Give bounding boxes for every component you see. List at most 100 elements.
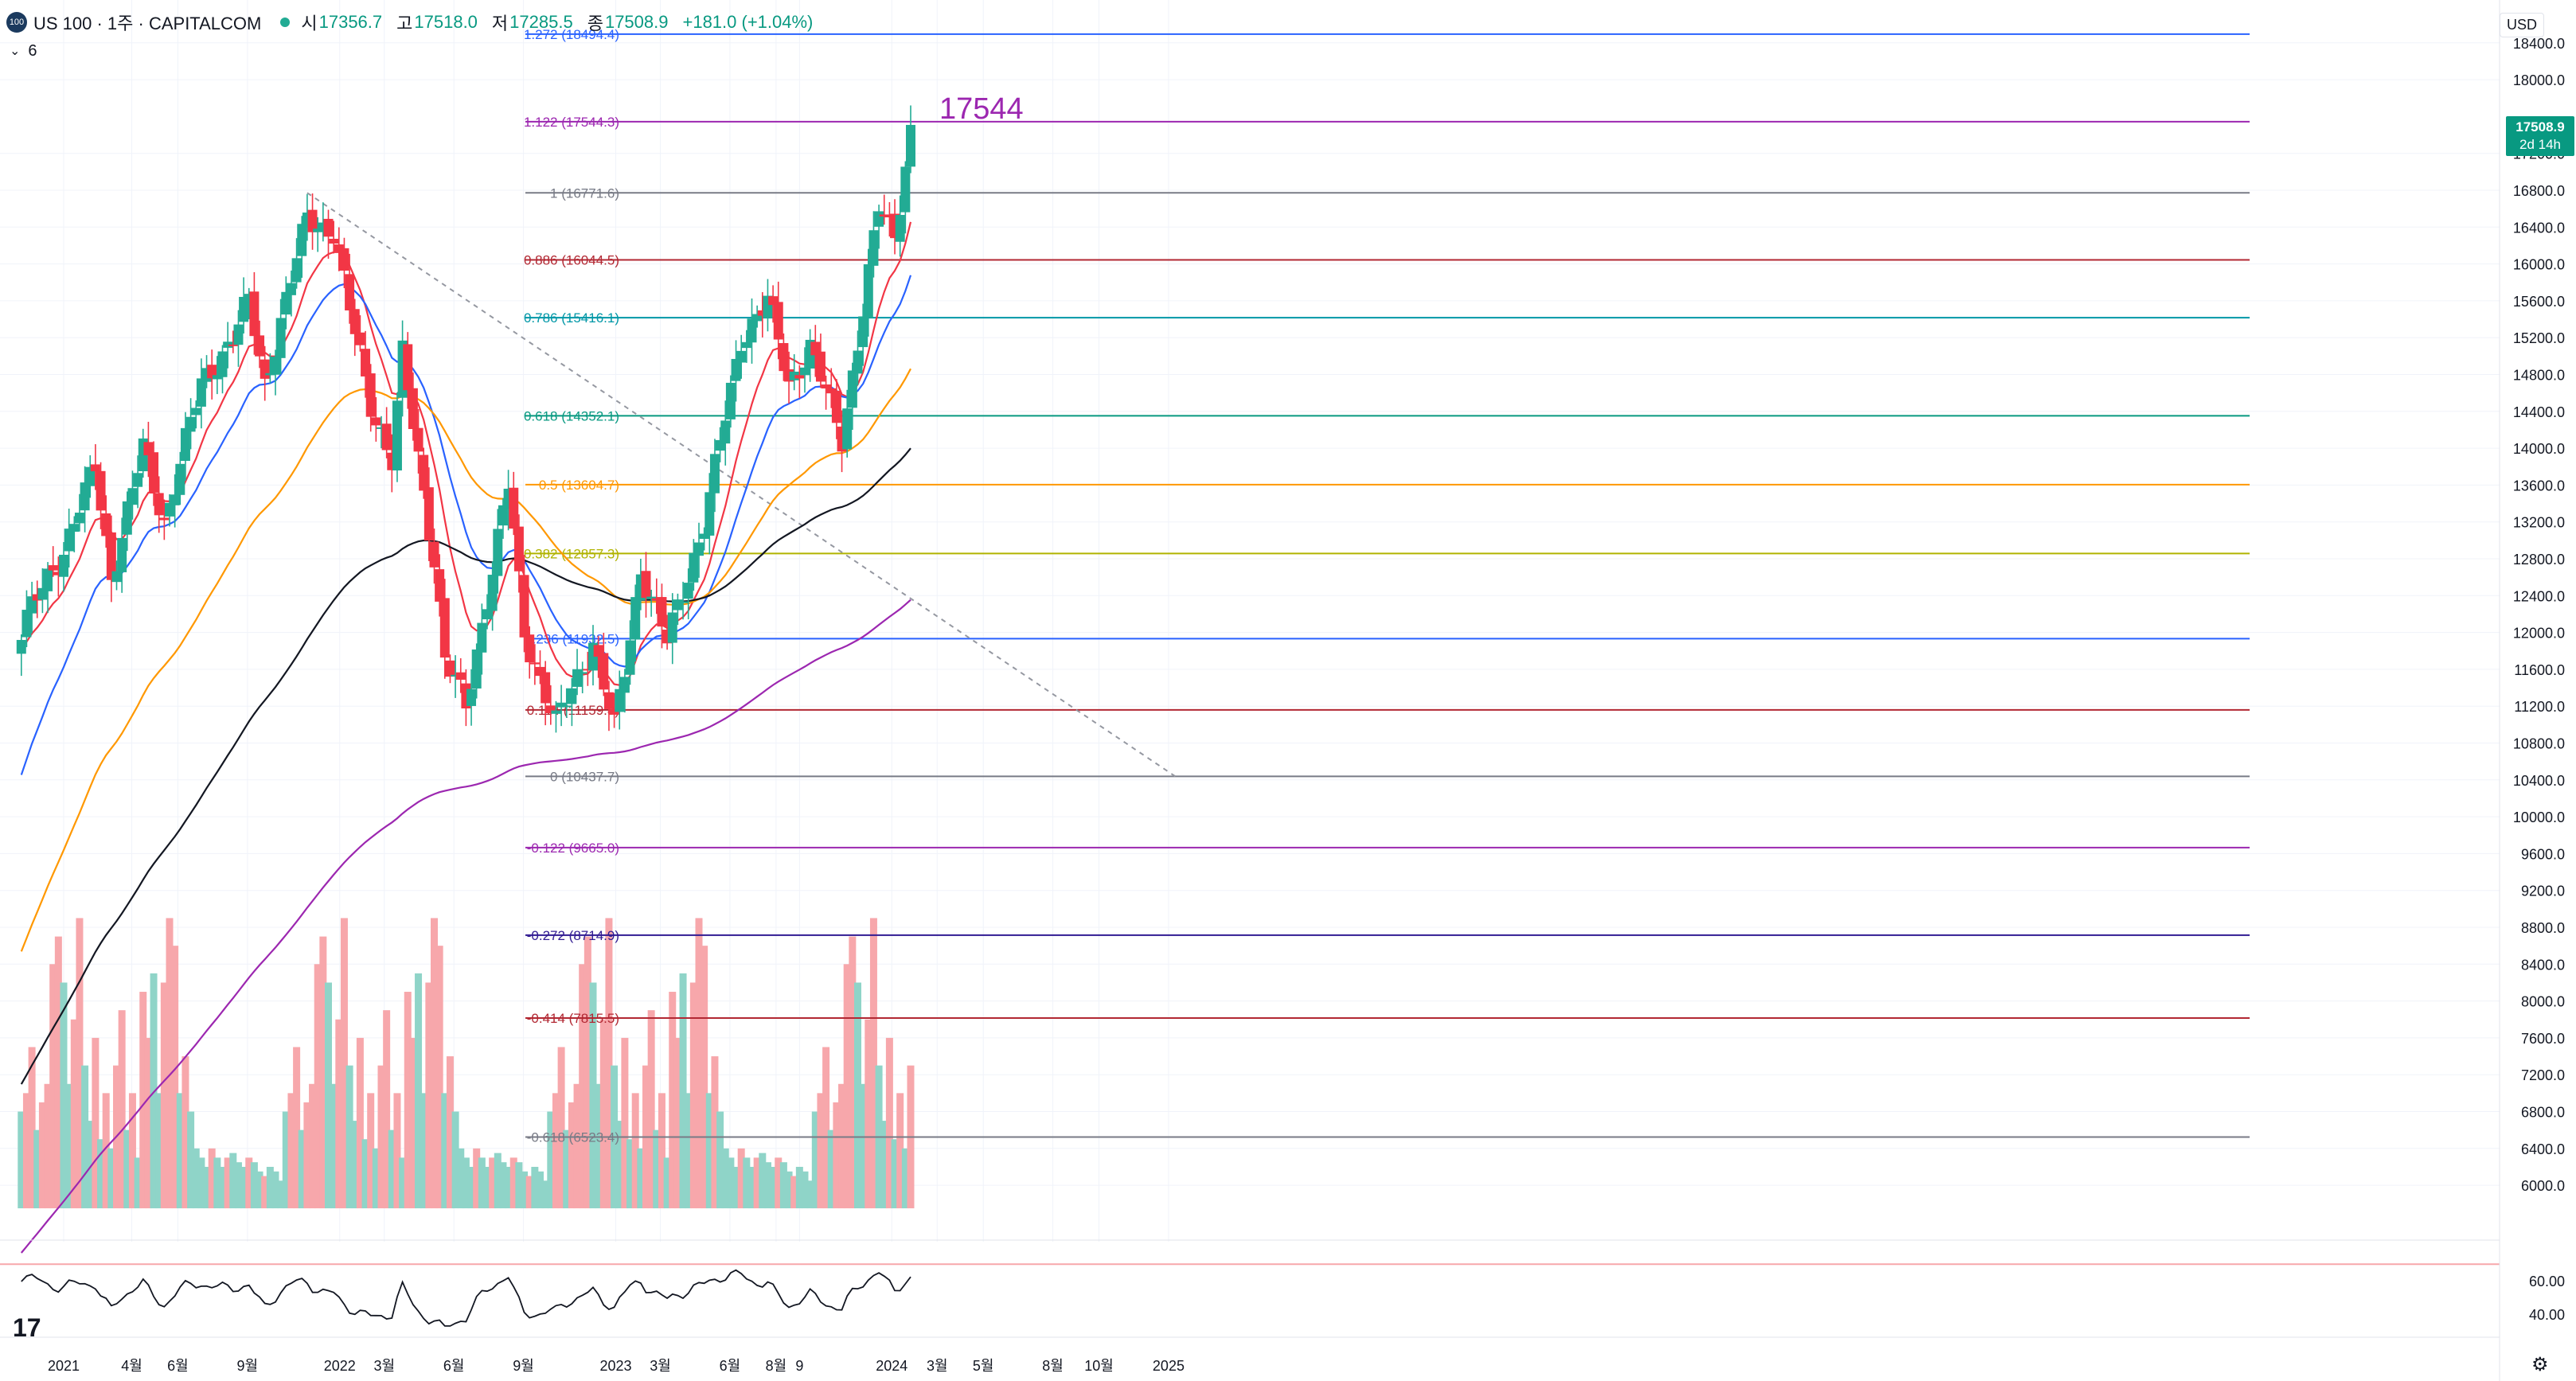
price-tick-label: 15600.0	[2513, 294, 2565, 310]
fib-level-label: 0.886 (16044.5)	[524, 252, 619, 267]
volume-bar	[509, 1157, 517, 1209]
volume-bar	[298, 1129, 306, 1209]
volume-bar	[203, 1166, 211, 1209]
volume-bar	[22, 1093, 30, 1209]
candle	[736, 334, 747, 379]
candle-body	[255, 335, 265, 357]
candle	[196, 358, 206, 429]
candle-body	[334, 244, 344, 252]
price-tick-label: 7200.0	[2521, 1067, 2565, 1083]
candle-body	[117, 537, 127, 572]
volume-bar	[325, 982, 332, 1209]
volume-bar	[801, 1171, 809, 1209]
volume-bar	[65, 1083, 73, 1209]
time-tick-label: 3월	[650, 1358, 671, 1374]
candle-body	[403, 344, 413, 391]
volume-bar	[685, 1093, 693, 1209]
grid	[0, 0, 2500, 1242]
candle-body	[683, 583, 693, 599]
candle-body	[74, 513, 84, 524]
price-tick-label: 15200.0	[2513, 330, 2565, 346]
indicator-count: 6	[28, 41, 37, 60]
candle	[773, 281, 783, 360]
candle-body	[223, 341, 233, 348]
candle	[74, 493, 84, 532]
indicator-toggle[interactable]: ⌄ 6	[10, 40, 37, 62]
gear-icon[interactable]: ⚙	[2531, 1354, 2549, 1375]
candle-body	[529, 662, 540, 665]
fib-level-label: -0.122 (9665.0)	[527, 841, 619, 856]
volume-bar	[314, 964, 322, 1209]
candle-body	[101, 513, 111, 536]
candle	[265, 353, 275, 384]
candle-body	[329, 238, 339, 244]
volume-bar	[785, 1171, 793, 1209]
candle	[371, 396, 381, 442]
volume-bar	[483, 1166, 491, 1209]
candle	[53, 556, 64, 597]
candle-body	[493, 529, 503, 576]
volume-bar	[420, 1093, 427, 1209]
volume-bar	[208, 1148, 216, 1209]
volume-bar	[271, 1171, 279, 1209]
candle	[143, 421, 154, 478]
time-tick-label: 3월	[927, 1358, 948, 1374]
volume-bar	[181, 1056, 189, 1209]
candle	[561, 688, 572, 718]
volume-bars	[18, 918, 915, 1209]
volume-bar	[319, 936, 327, 1209]
volume-bar	[38, 1102, 46, 1209]
candle-body	[165, 502, 174, 517]
price-tick-label: 13600.0	[2513, 478, 2565, 493]
volume-bar	[838, 1083, 846, 1209]
candle-body	[868, 230, 879, 266]
candle	[244, 287, 254, 320]
symbol-title[interactable]: US 100 · 1주 · CAPITALCOM	[33, 14, 262, 33]
close-value: 17508.9	[604, 12, 669, 32]
price-tick-label: 16800.0	[2513, 183, 2565, 199]
candle	[789, 354, 799, 391]
candle-body	[180, 427, 190, 462]
candle	[747, 298, 757, 364]
candle-body	[487, 575, 498, 611]
candle-body	[752, 314, 763, 322]
candle-body	[667, 612, 677, 643]
candle	[826, 368, 837, 408]
candle-body	[361, 349, 371, 376]
candle-body	[265, 373, 275, 376]
volume-bar	[552, 1093, 560, 1209]
rsi-line	[21, 1269, 911, 1327]
volume-bar	[144, 1037, 152, 1209]
candle	[381, 407, 392, 458]
currency-select[interactable]: USD	[2499, 13, 2544, 37]
volume-bar	[579, 964, 587, 1209]
time-tick-label: 2022	[324, 1358, 356, 1374]
candle-body	[228, 344, 238, 346]
candle	[201, 355, 212, 388]
candle-body	[85, 466, 96, 486]
candle	[154, 476, 164, 533]
candle-body	[541, 672, 551, 704]
candle	[513, 514, 524, 593]
bar-countdown: 2d 14h	[2519, 137, 2561, 152]
price-tick-label: 8000.0	[2521, 994, 2565, 1010]
volume-bar	[653, 1129, 661, 1209]
time-tick-label: 8월	[1042, 1358, 1064, 1374]
volume-bar	[901, 1148, 909, 1209]
volume-bar	[261, 1176, 269, 1209]
volume-bar	[615, 1121, 623, 1209]
volume-bar	[737, 1148, 745, 1209]
candle	[821, 375, 831, 410]
candle-body	[59, 554, 68, 577]
volume-bar	[240, 1166, 248, 1209]
price-annotation: 17544	[939, 92, 1024, 126]
volume-bar	[446, 1056, 454, 1209]
volume-bar	[605, 918, 613, 1209]
candle	[625, 620, 635, 685]
candle-body	[884, 216, 895, 218]
candle	[779, 333, 789, 381]
fib-level-label: -0.618 (6523.4)	[527, 1130, 619, 1145]
volume-bar	[521, 1171, 529, 1209]
volume-bar	[541, 1180, 549, 1209]
